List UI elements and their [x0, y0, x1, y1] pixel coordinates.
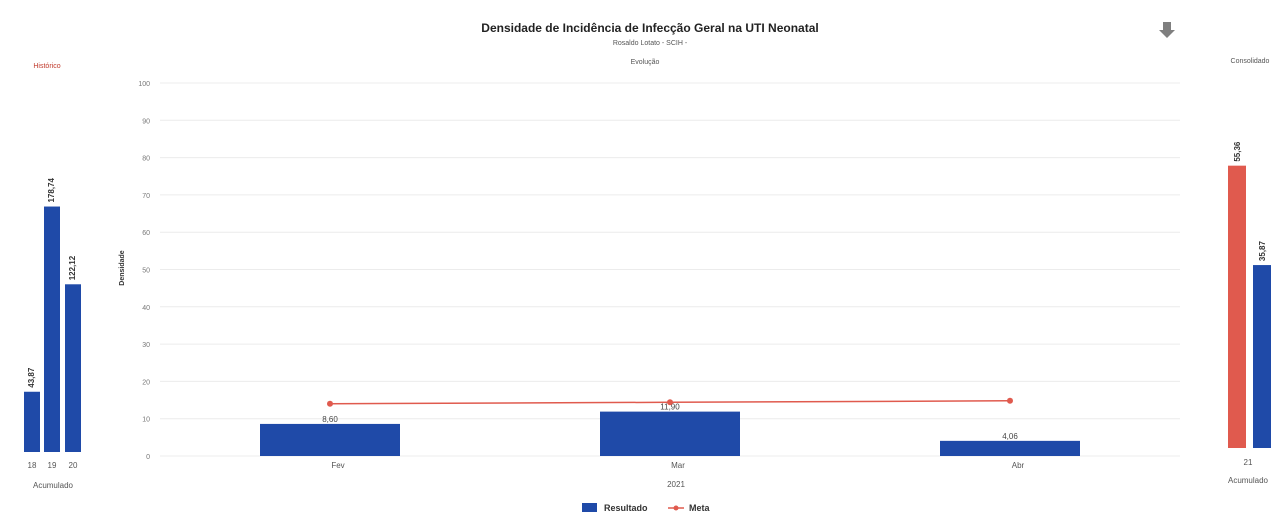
cons-bar-meta	[1228, 165, 1246, 448]
data-label-resultado-Fev: 8,60	[322, 415, 338, 424]
y-tick-40: 40	[142, 305, 150, 312]
hist-data-label-18: 43,87	[27, 367, 36, 388]
consolidado-xlabel: Acumulado	[1228, 476, 1269, 485]
legend-swatch-meta-dot	[673, 505, 679, 511]
y-axis-label: Densidade	[119, 250, 126, 286]
hist-x-tick-19: 19	[48, 461, 57, 470]
y-tick-30: 30	[142, 342, 150, 349]
cons-x-tick-21: 21	[1244, 458, 1253, 467]
y-tick-100: 100	[138, 81, 150, 88]
hist-data-label-19: 178,74	[47, 178, 56, 203]
hist-x-tick-18: 18	[28, 461, 37, 470]
x-tick-labels: Fev Mar Abr	[331, 461, 1024, 470]
y-tick-labels: 0 10 20 30 40 50 60 70 80 90 100	[138, 81, 150, 461]
hist-bar-18	[24, 391, 40, 452]
consolidado-bars: 55,36 35,87 21	[1228, 141, 1271, 467]
hist-bar-19	[44, 206, 60, 452]
x-tick-Fev: Fev	[331, 461, 344, 470]
y-tick-50: 50	[142, 268, 150, 275]
x-tick-Abr: Abr	[1012, 461, 1025, 470]
chart-subtitle-evolucao: Evolução	[631, 59, 660, 66]
y-tick-60: 60	[142, 230, 150, 237]
cons-data-label-resultado: 35,87	[1258, 240, 1267, 261]
hist-bar-20	[65, 284, 81, 452]
y-tick-20: 20	[142, 379, 150, 386]
legend-label-resultado[interactable]: Resultado	[604, 503, 648, 513]
meta-point-2	[1007, 397, 1013, 404]
chart-subtitle: Rosaldo Lotato - SCIH -	[613, 40, 688, 47]
meta-point-1	[667, 399, 673, 406]
data-label-resultado-Abr: 4,06	[1002, 432, 1018, 441]
hist-data-label-20: 122,12	[68, 255, 77, 280]
gridlines	[160, 82, 1180, 457]
legend: Resultado Meta	[582, 503, 710, 513]
legend-swatch-resultado	[582, 503, 597, 512]
x-year-label: 2021	[667, 480, 685, 489]
consolidado-title: Consolidado	[1231, 58, 1270, 65]
historico-title: Histórico	[33, 63, 60, 70]
meta-point-0	[327, 400, 333, 407]
main-bars: 8,60 11,90 4,06	[260, 403, 1080, 456]
historico-xlabel: Acumulado	[33, 481, 74, 490]
y-tick-90: 90	[142, 118, 150, 125]
data-label-resultado-Mar: 11,90	[660, 403, 680, 412]
cons-data-label-meta: 55,36	[1233, 141, 1242, 162]
chart-title: Densidade de Incidência de Infecção Gera…	[481, 21, 818, 35]
meta-line	[327, 397, 1013, 407]
legend-label-meta[interactable]: Meta	[689, 503, 710, 513]
bar-resultado-Fev	[260, 423, 400, 456]
cons-bar-resultado	[1253, 265, 1271, 448]
historico-bars: 43,87 18 178,74 19 122,12 20	[24, 178, 81, 470]
y-tick-70: 70	[142, 193, 150, 200]
hist-x-tick-20: 20	[69, 461, 78, 470]
y-tick-0: 0	[146, 454, 150, 461]
y-tick-80: 80	[142, 156, 150, 163]
download-arrow-icon[interactable]	[1157, 20, 1177, 40]
x-tick-Mar: Mar	[671, 461, 685, 470]
y-tick-10: 10	[142, 417, 150, 424]
bar-resultado-Mar	[600, 411, 740, 456]
bar-resultado-Abr	[940, 440, 1080, 456]
